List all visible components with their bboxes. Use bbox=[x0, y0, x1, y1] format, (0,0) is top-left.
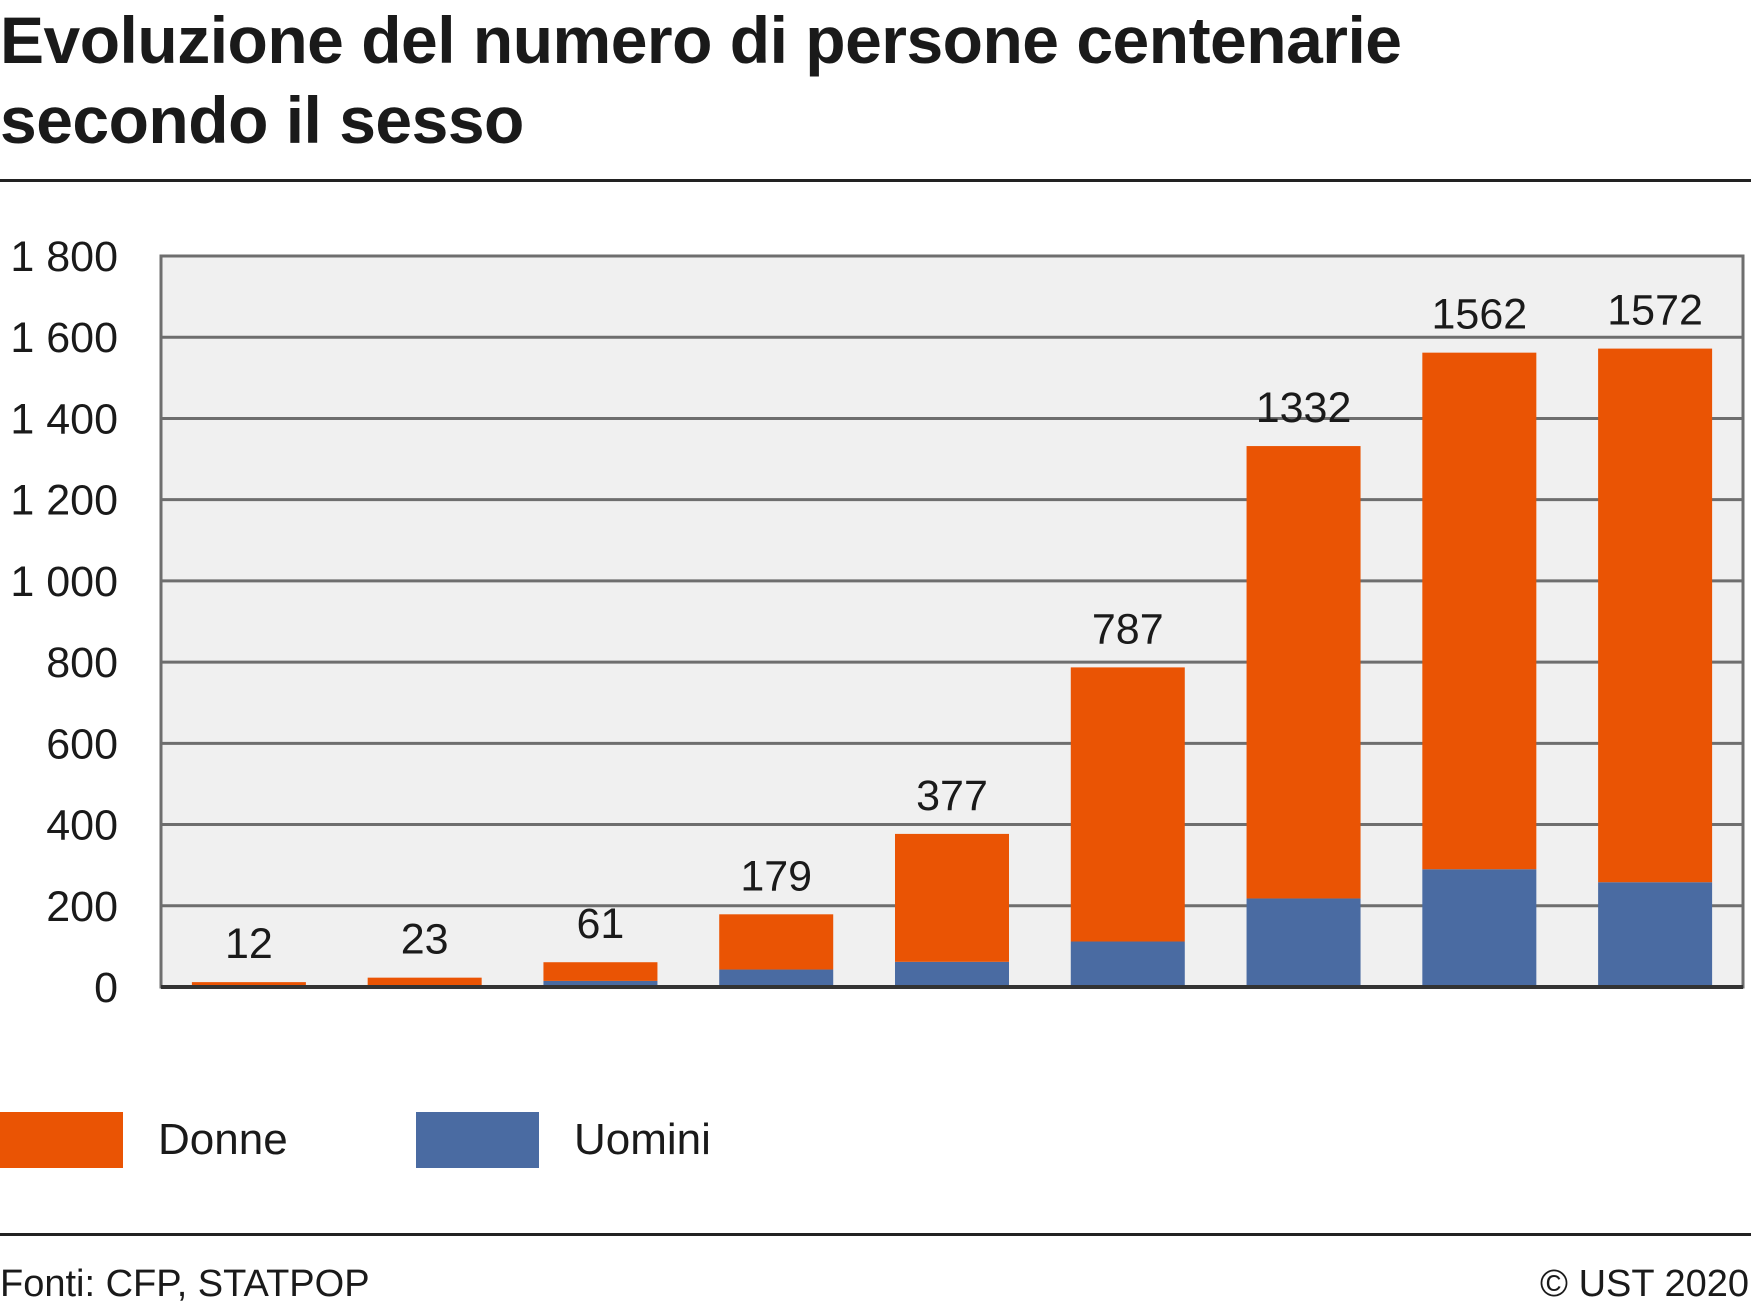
bar-uomini bbox=[543, 980, 658, 987]
bar-uomini bbox=[1422, 869, 1537, 987]
data-label: 23 bbox=[401, 916, 449, 964]
legend-label-donne: Donne bbox=[158, 1115, 288, 1164]
legend-swatch-uomini bbox=[416, 1112, 539, 1168]
data-label: 1332 bbox=[1256, 384, 1352, 432]
bar-uomini bbox=[1246, 898, 1361, 987]
source-note: Fonti: CFP, STATPOP bbox=[0, 1263, 370, 1305]
bar-donne bbox=[719, 914, 834, 970]
data-label: 1572 bbox=[1607, 287, 1703, 335]
bar-uomini bbox=[719, 969, 834, 987]
bottom-divider bbox=[0, 1233, 1751, 1236]
bar-donne bbox=[1246, 446, 1361, 899]
data-label: 179 bbox=[740, 852, 812, 900]
y-tick-label: 200 bbox=[46, 883, 118, 931]
bar-donne bbox=[895, 833, 1009, 962]
bar-donne bbox=[191, 982, 306, 987]
legend-item-donne: Donne bbox=[0, 1112, 288, 1168]
copyright-note: © UST 2020 bbox=[1540, 1263, 1749, 1305]
y-tick-label: 0 bbox=[94, 964, 118, 1010]
data-label: 61 bbox=[577, 900, 625, 948]
y-tick-label: 1 200 bbox=[10, 477, 118, 525]
y-tick-label: 1 400 bbox=[10, 395, 118, 443]
legend-swatch-donne bbox=[0, 1112, 123, 1168]
bar-uomini bbox=[1070, 941, 1185, 987]
legend-item-uomini: Uomini bbox=[416, 1112, 711, 1168]
y-tick-label: 1 600 bbox=[10, 314, 118, 362]
bar-chart: 0 200 400 600 800 1 000 1 200 1 400 1 600 1 800 12… bbox=[10, 233, 1745, 1010]
bar-uomini bbox=[1598, 882, 1713, 987]
bar-donne bbox=[543, 962, 658, 981]
bar-donne bbox=[1422, 352, 1537, 870]
chart-title-line2: secondo il sesso bbox=[0, 83, 524, 157]
data-label: 787 bbox=[1092, 605, 1164, 653]
y-tick-label: 400 bbox=[46, 802, 118, 850]
y-tick-label: 1 800 bbox=[10, 233, 118, 281]
y-tick-label: 600 bbox=[46, 720, 118, 768]
bar-donne bbox=[367, 977, 482, 986]
chart-title: Evoluzione del numero di persone centena… bbox=[0, 0, 1740, 160]
y-tick-label: 800 bbox=[46, 639, 118, 687]
data-label: 377 bbox=[916, 772, 988, 820]
data-label: 1562 bbox=[1431, 291, 1527, 339]
legend-label-uomini: Uomini bbox=[574, 1115, 711, 1164]
chart-title-line1: Evoluzione del numero di persone centena… bbox=[0, 3, 1402, 77]
y-tick-label: 1 000 bbox=[10, 558, 118, 606]
bar-uomini bbox=[895, 961, 1009, 987]
top-divider bbox=[0, 179, 1751, 182]
data-label: 12 bbox=[225, 920, 273, 968]
bar-donne bbox=[1598, 348, 1713, 883]
bar-donne bbox=[1070, 667, 1185, 942]
